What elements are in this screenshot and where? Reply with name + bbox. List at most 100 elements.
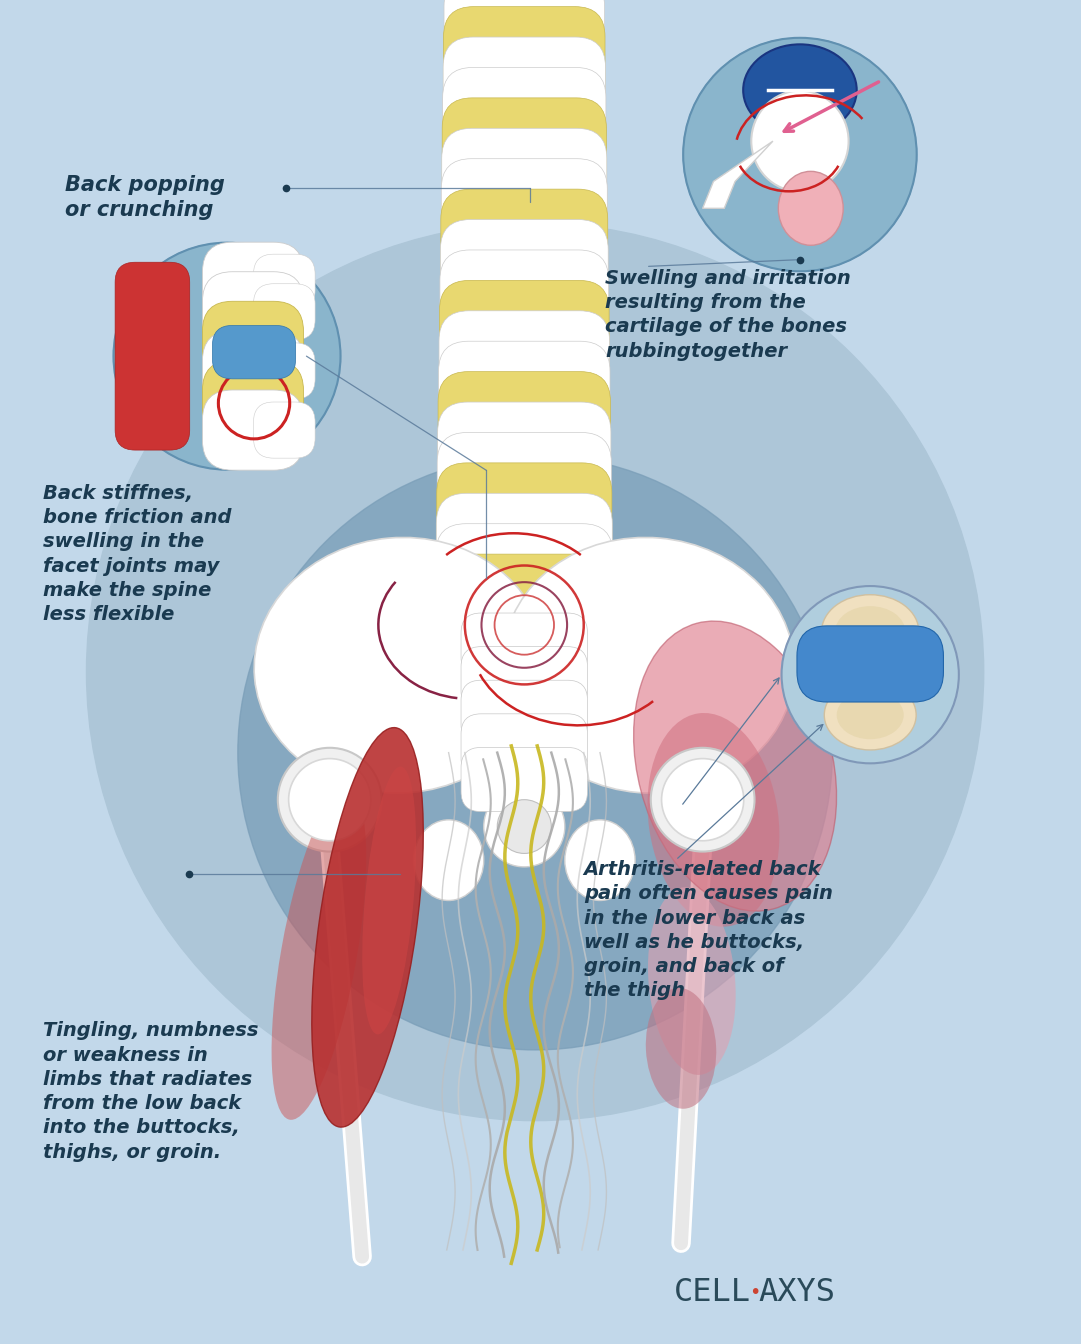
FancyBboxPatch shape xyxy=(543,556,600,605)
Text: AXYS: AXYS xyxy=(759,1277,836,1309)
FancyBboxPatch shape xyxy=(115,262,190,450)
Ellipse shape xyxy=(645,988,717,1109)
Text: Back stiffnes,
bone friction and
swelling in the
facet joints may
make the spine: Back stiffnes, bone friction and swellin… xyxy=(43,484,231,624)
Ellipse shape xyxy=(778,171,843,245)
Ellipse shape xyxy=(271,789,366,1120)
FancyBboxPatch shape xyxy=(438,372,611,487)
Ellipse shape xyxy=(413,820,483,900)
Ellipse shape xyxy=(564,820,636,900)
FancyBboxPatch shape xyxy=(539,344,597,392)
FancyBboxPatch shape xyxy=(540,375,598,422)
FancyBboxPatch shape xyxy=(534,9,592,58)
FancyBboxPatch shape xyxy=(452,344,509,392)
Circle shape xyxy=(683,38,917,271)
FancyBboxPatch shape xyxy=(454,161,511,210)
FancyBboxPatch shape xyxy=(253,254,316,310)
FancyBboxPatch shape xyxy=(461,613,588,677)
Circle shape xyxy=(662,758,744,841)
FancyBboxPatch shape xyxy=(441,159,608,273)
Ellipse shape xyxy=(751,91,849,192)
FancyBboxPatch shape xyxy=(437,433,612,547)
FancyBboxPatch shape xyxy=(202,390,304,470)
FancyBboxPatch shape xyxy=(453,253,510,301)
Ellipse shape xyxy=(254,538,546,793)
FancyBboxPatch shape xyxy=(441,190,608,304)
FancyBboxPatch shape xyxy=(253,284,316,340)
FancyBboxPatch shape xyxy=(455,101,512,149)
FancyBboxPatch shape xyxy=(253,402,316,458)
FancyBboxPatch shape xyxy=(439,341,610,456)
FancyBboxPatch shape xyxy=(442,128,606,243)
Ellipse shape xyxy=(483,786,564,867)
Ellipse shape xyxy=(633,621,837,911)
Ellipse shape xyxy=(822,594,919,669)
Ellipse shape xyxy=(836,606,906,657)
FancyBboxPatch shape xyxy=(436,524,613,638)
FancyBboxPatch shape xyxy=(461,646,588,711)
FancyBboxPatch shape xyxy=(538,284,596,332)
FancyBboxPatch shape xyxy=(440,281,609,395)
Circle shape xyxy=(114,243,341,469)
FancyBboxPatch shape xyxy=(444,0,604,91)
Polygon shape xyxy=(703,141,773,208)
FancyBboxPatch shape xyxy=(443,38,605,152)
FancyBboxPatch shape xyxy=(536,101,593,149)
Ellipse shape xyxy=(362,766,416,1035)
Ellipse shape xyxy=(744,44,857,136)
Ellipse shape xyxy=(503,538,795,793)
Circle shape xyxy=(86,223,984,1121)
FancyBboxPatch shape xyxy=(442,67,606,183)
FancyBboxPatch shape xyxy=(453,284,510,332)
FancyBboxPatch shape xyxy=(461,714,588,778)
FancyBboxPatch shape xyxy=(443,7,605,121)
FancyBboxPatch shape xyxy=(543,527,600,575)
Ellipse shape xyxy=(497,800,551,853)
FancyBboxPatch shape xyxy=(437,493,612,607)
FancyBboxPatch shape xyxy=(440,219,609,335)
FancyBboxPatch shape xyxy=(436,554,613,669)
FancyBboxPatch shape xyxy=(437,462,612,578)
FancyBboxPatch shape xyxy=(202,331,304,411)
Circle shape xyxy=(278,747,382,852)
FancyBboxPatch shape xyxy=(461,680,588,745)
Circle shape xyxy=(238,456,832,1050)
Ellipse shape xyxy=(648,887,736,1075)
FancyBboxPatch shape xyxy=(456,9,515,58)
FancyBboxPatch shape xyxy=(797,626,944,702)
Circle shape xyxy=(289,758,371,841)
FancyBboxPatch shape xyxy=(542,466,599,513)
FancyBboxPatch shape xyxy=(253,343,316,399)
Text: Back popping
or crunching: Back popping or crunching xyxy=(65,175,225,220)
Ellipse shape xyxy=(825,680,917,750)
FancyBboxPatch shape xyxy=(456,70,513,118)
FancyBboxPatch shape xyxy=(442,98,606,212)
Circle shape xyxy=(782,586,959,763)
Ellipse shape xyxy=(837,691,904,739)
Ellipse shape xyxy=(311,727,424,1128)
Text: Arthritis-related back
pain often causes pain
in the lower back as
well as he bu: Arthritis-related back pain often causes… xyxy=(584,860,832,1000)
FancyBboxPatch shape xyxy=(535,70,592,118)
FancyBboxPatch shape xyxy=(540,435,598,484)
FancyBboxPatch shape xyxy=(461,747,588,812)
FancyBboxPatch shape xyxy=(451,435,508,484)
Ellipse shape xyxy=(472,618,575,806)
FancyBboxPatch shape xyxy=(202,360,304,441)
Text: •: • xyxy=(749,1284,760,1302)
Ellipse shape xyxy=(648,712,779,927)
FancyBboxPatch shape xyxy=(451,375,508,422)
FancyBboxPatch shape xyxy=(212,325,296,379)
FancyBboxPatch shape xyxy=(450,466,507,513)
FancyBboxPatch shape xyxy=(449,556,506,605)
FancyBboxPatch shape xyxy=(202,271,304,352)
Text: Swelling and irritation
resulting from the
cartilage of the bones
rubbingtogethe: Swelling and irritation resulting from t… xyxy=(605,269,851,360)
Text: CELL: CELL xyxy=(675,1277,751,1309)
Text: Tingling, numbness
or weakness in
limbs that radiates
from the low back
into the: Tingling, numbness or weakness in limbs … xyxy=(43,1021,258,1161)
FancyBboxPatch shape xyxy=(449,527,506,575)
FancyBboxPatch shape xyxy=(537,192,595,241)
FancyBboxPatch shape xyxy=(439,310,610,426)
FancyBboxPatch shape xyxy=(537,161,595,210)
FancyBboxPatch shape xyxy=(538,253,596,301)
Circle shape xyxy=(651,747,755,852)
FancyBboxPatch shape xyxy=(454,192,511,241)
FancyBboxPatch shape xyxy=(440,250,609,364)
